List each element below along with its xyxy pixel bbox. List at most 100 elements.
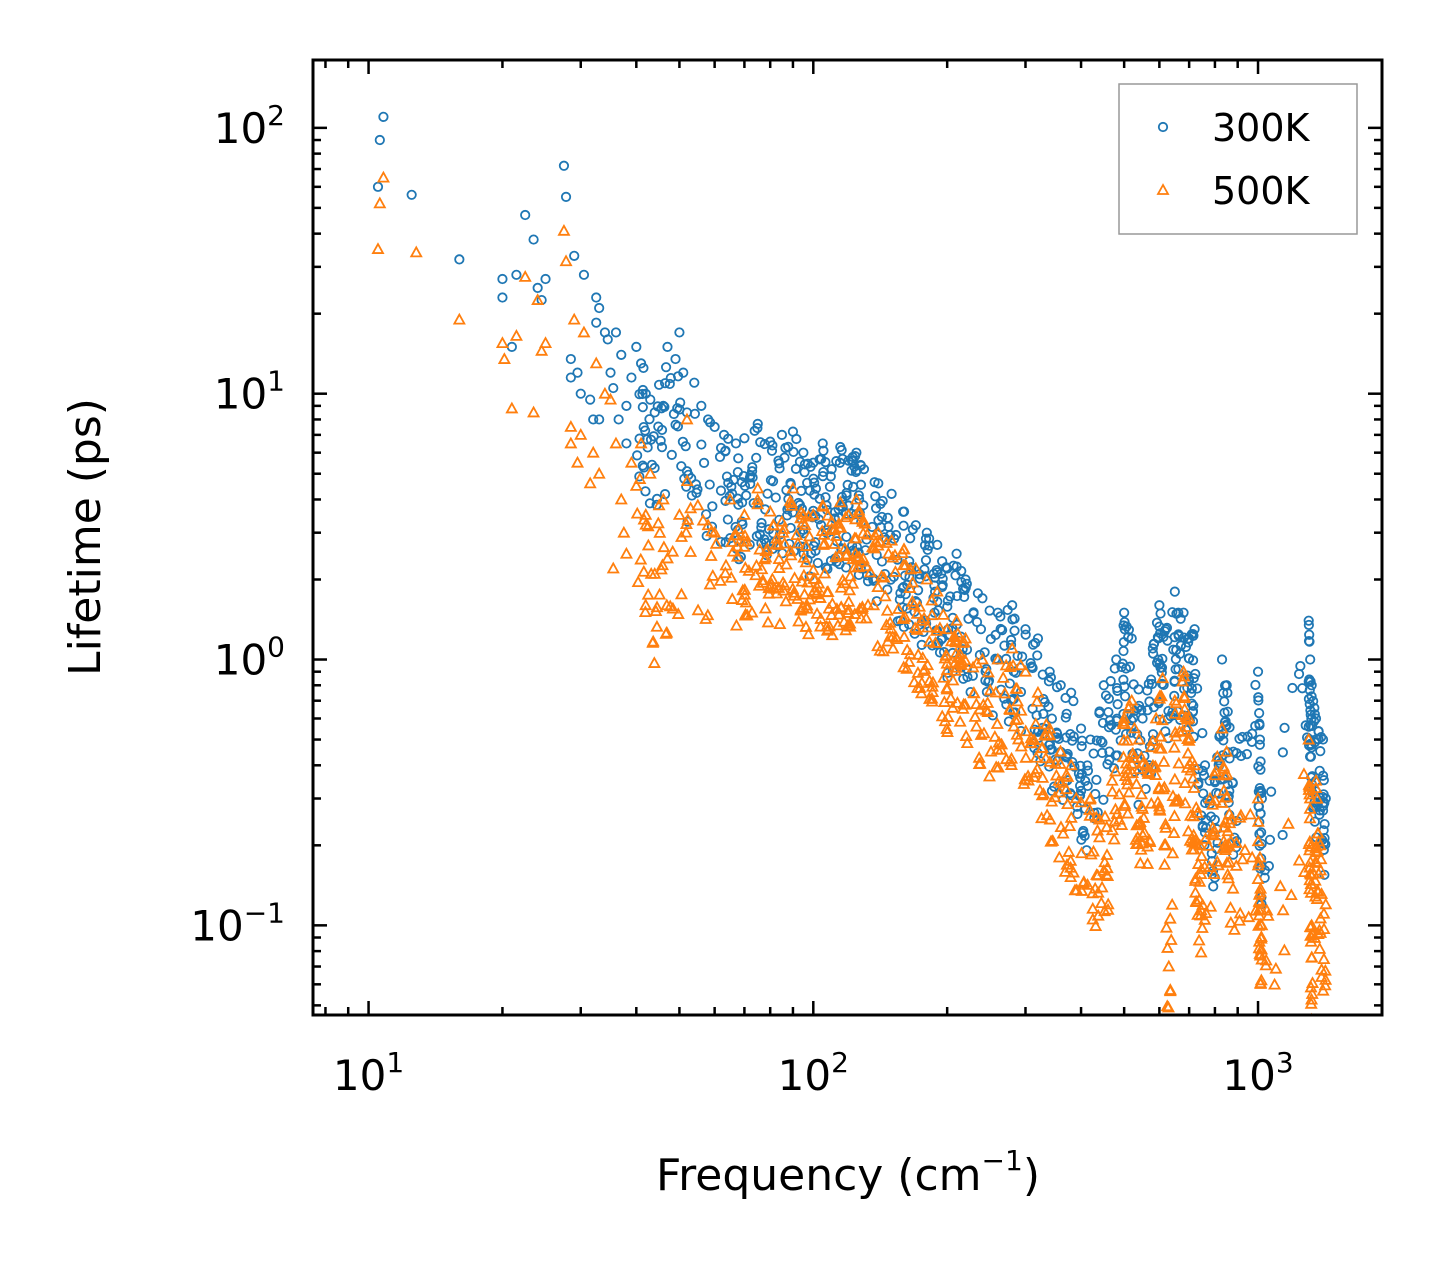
data-point — [991, 652, 1005, 665]
data-point — [942, 601, 953, 612]
data-point — [869, 477, 880, 488]
data-point — [849, 492, 863, 505]
data-point — [752, 578, 766, 591]
data-point — [1177, 664, 1191, 677]
data-point — [1009, 625, 1020, 636]
data-point — [1211, 858, 1225, 871]
data-point — [1277, 747, 1288, 758]
data-point — [1090, 823, 1105, 836]
data-point — [1243, 807, 1257, 820]
data-point — [1163, 911, 1177, 924]
data-point — [903, 647, 917, 660]
data-point — [996, 671, 1010, 683]
data-point — [592, 466, 606, 479]
data-point — [406, 189, 417, 200]
data-point — [825, 608, 839, 620]
data-point — [907, 675, 921, 688]
data-point — [941, 710, 955, 722]
data-point — [660, 378, 671, 389]
data-point — [1208, 768, 1222, 781]
data-point — [1064, 758, 1078, 771]
data-point — [1315, 887, 1329, 899]
data-point — [859, 611, 873, 624]
data-point — [1001, 653, 1012, 664]
data-point — [644, 498, 656, 509]
data-point — [638, 362, 649, 374]
data-point — [1054, 820, 1068, 833]
data-point — [1118, 717, 1132, 730]
data-point — [873, 515, 884, 526]
data-point — [737, 508, 751, 520]
data-point — [632, 450, 643, 461]
data-point — [981, 696, 995, 708]
data-point — [816, 538, 830, 550]
data-point — [672, 508, 686, 520]
data-point — [951, 590, 963, 602]
data-point — [850, 550, 864, 563]
data-point — [955, 636, 969, 648]
data-point — [1171, 608, 1182, 619]
data-point — [1224, 753, 1235, 764]
data-point — [650, 600, 664, 613]
data-point — [617, 525, 631, 538]
data-point — [816, 499, 830, 512]
data-point — [1204, 899, 1218, 912]
data-point — [663, 599, 677, 612]
data-point — [1166, 846, 1180, 859]
data-point — [540, 273, 551, 285]
data-point — [1180, 641, 1192, 653]
data-point — [1189, 624, 1200, 635]
data-point — [871, 580, 885, 593]
data-point — [1254, 973, 1268, 986]
data-point — [1059, 782, 1073, 795]
data-point — [1250, 679, 1261, 691]
data-point — [869, 535, 883, 548]
data-point — [989, 685, 1003, 698]
data-point — [1253, 692, 1264, 703]
data-point — [1142, 685, 1153, 696]
data-point — [729, 618, 744, 631]
data-point — [1142, 833, 1157, 846]
data-point — [1006, 658, 1020, 671]
data-point — [1094, 896, 1108, 909]
data-point — [925, 593, 939, 606]
data-point — [765, 475, 777, 486]
data-point — [1188, 700, 1199, 711]
data-point — [1242, 731, 1253, 742]
data-point — [1158, 857, 1172, 870]
y-tick-label: 10−1 — [190, 896, 285, 950]
data-point — [1100, 820, 1114, 833]
data-point — [1076, 735, 1088, 746]
data-point — [680, 441, 691, 452]
data-point — [1118, 797, 1132, 809]
data-point — [1020, 629, 1031, 640]
data-point — [805, 461, 816, 472]
data-point — [1159, 920, 1173, 933]
data-point — [1146, 758, 1160, 771]
data-point — [766, 445, 778, 456]
data-point — [675, 397, 686, 408]
data-point — [739, 433, 750, 444]
data-point — [1220, 856, 1234, 868]
data-point — [1304, 674, 1315, 685]
data-point — [1163, 984, 1177, 997]
data-point — [1098, 794, 1109, 805]
data-point — [1161, 941, 1175, 953]
data-point — [1031, 685, 1045, 698]
data-point — [922, 634, 936, 647]
data-point — [1061, 770, 1075, 782]
data-point — [1104, 715, 1115, 726]
data-point — [535, 343, 549, 356]
y-tick-labels: 10−1 100 101 102 — [190, 99, 285, 950]
data-point — [780, 442, 791, 453]
data-point — [704, 479, 715, 490]
y-axis-label: Lifetime (ps) — [60, 398, 111, 676]
data-point — [832, 607, 846, 620]
data-point — [1180, 712, 1194, 725]
data-point — [812, 557, 823, 569]
data-point — [1067, 735, 1078, 746]
data-point — [863, 565, 877, 578]
data-point — [904, 562, 918, 575]
data-point — [761, 615, 775, 628]
